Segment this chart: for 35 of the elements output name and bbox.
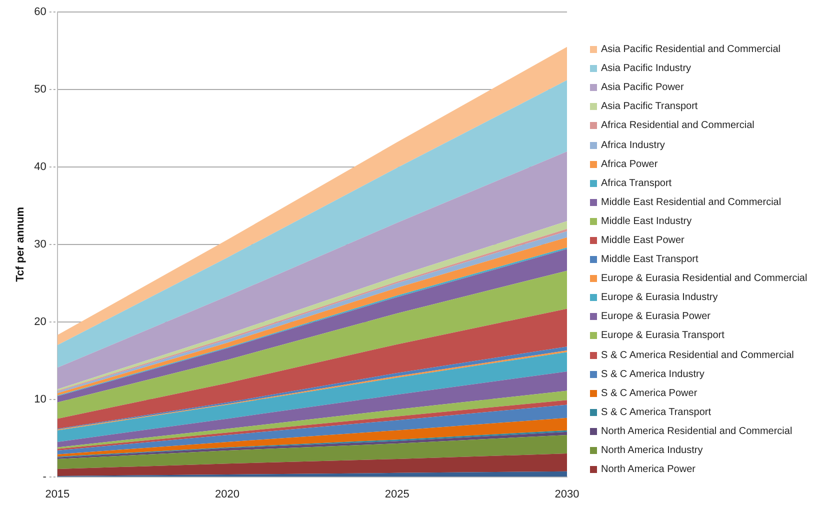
legend-label: Asia Pacific Industry (601, 63, 692, 74)
legend-label: Asia Pacific Residential and Commercial (601, 44, 781, 56)
legend-label: Africa Transport (601, 178, 672, 189)
legend-label: Europe & Eurasia Power (601, 311, 711, 322)
legend-label: S & C America Industry (601, 368, 704, 380)
legend-label: Africa Industry (601, 140, 665, 151)
legend-label: Africa Residential and Commercial (601, 120, 754, 132)
y-tick-label: 50 (34, 84, 46, 96)
y-tick-label: - (42, 470, 47, 483)
legend-label: S & C America Transport (601, 406, 712, 418)
legend-label: North America Residential and Commercial (601, 426, 792, 437)
legend-label: Europe & Eurasia Industry (601, 292, 718, 304)
y-tick-label: 20 (34, 316, 46, 328)
legend-label: North America Power (601, 464, 696, 476)
legend-label: Middle East Industry (601, 216, 692, 227)
y-tick-label: 60 (34, 6, 46, 18)
legend-label: Asia Pacific Transport (601, 101, 698, 112)
x-tick-label: 2030 (554, 488, 580, 500)
legend-label: North America Industry (601, 445, 703, 456)
x-tick-label: 2020 (215, 488, 240, 500)
y-axis-title: Tcf per annum (14, 206, 27, 282)
y-tick-label: 30 (34, 238, 46, 250)
y-tick-label: 40 (34, 160, 46, 173)
legend-label: Europe & Eurasia Residential and Commercial (601, 273, 808, 284)
legend-label: Middle East Transport (601, 254, 698, 266)
legend-label: Middle East Residential and Commercial (601, 196, 782, 208)
legend-label: S & C America Power (601, 388, 698, 399)
x-tick-label: 2015 (45, 488, 70, 500)
legend-label: Asia Pacific Power (601, 82, 684, 94)
legend-label: S & C America Residential and Commercial (601, 350, 794, 361)
x-tick-label: 2025 (384, 488, 410, 500)
y-tick-label: 10 (34, 393, 46, 406)
legend-label: Africa Power (601, 158, 658, 170)
legend-label: Europe & Eurasia Transport (601, 330, 724, 342)
legend-label: Middle East Power (601, 234, 684, 246)
